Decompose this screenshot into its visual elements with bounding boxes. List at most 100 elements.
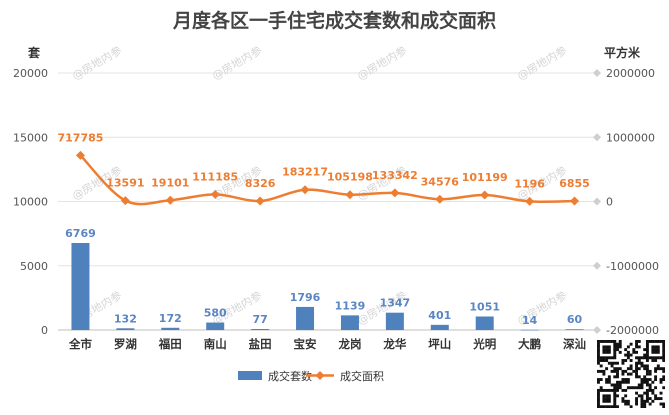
qr-module [607,350,611,354]
line-data-label: 717785 [57,131,103,144]
qr-module [656,397,660,401]
qr-module [607,378,611,381]
qr-module [613,340,617,343]
qr-module [643,367,647,371]
right-tick-label: -1000000 [606,260,659,273]
qr-module [654,340,658,343]
qr-module [635,369,638,373]
qr-module [651,399,655,403]
watermark-text: @房地内参 [515,43,570,83]
qr-module [607,340,611,343]
category-label: 宝安 [294,337,317,351]
qr-module [632,386,636,390]
qr-module [613,367,617,371]
bar-data-label: 1051 [469,300,500,313]
qr-module [624,380,628,384]
qr-module [610,405,614,408]
qr-module [640,399,644,403]
qr-module [637,394,641,398]
right-tick-marker [593,261,601,270]
qr-module [645,383,649,387]
qr-module [637,361,641,365]
bar-data-label: 172 [159,312,182,325]
qr-module [645,372,649,376]
qr-module [637,345,641,349]
qr-module [662,386,665,390]
bar [520,329,539,331]
qr-module [618,342,622,346]
qr-module [651,345,655,349]
qr-module [645,367,649,371]
qr-module [607,405,611,408]
qr-module [659,378,663,381]
qr-module [597,350,600,354]
qr-module [656,350,660,354]
qr-module [645,359,649,362]
qr-module [645,364,649,368]
qr-module [651,348,655,352]
qr-module [659,402,663,406]
qr-module [640,380,644,384]
qr-module [626,367,630,371]
category-label: 盐田 [249,337,272,351]
line-data-label: 111185 [192,170,238,183]
right-axis-unit: 平方米 [604,46,641,60]
qr-module [632,369,636,373]
qr-module [651,359,655,362]
qr-module [635,402,638,406]
qr-module [648,388,652,392]
qr-module [645,356,649,360]
qr-module [626,372,630,376]
qr-module [662,350,665,354]
qr-module [626,402,630,406]
qr-code-icon [597,340,665,408]
qr-module [613,391,617,395]
qr-module [656,348,660,352]
qr-module [613,356,617,360]
qr-module [624,402,628,406]
qr-module [654,350,658,354]
bar [251,329,270,330]
qr-module [645,378,649,381]
qr-module [651,350,655,354]
qr-module [616,369,619,373]
qr-module [613,348,617,352]
left-tick-label: 15000 [13,131,48,144]
qr-module [629,386,633,390]
bar-data-label: 401 [428,309,451,322]
qr-module [662,353,665,357]
qr-module [659,367,663,371]
qr-module [635,340,638,343]
right-tick-label: 1000000 [606,131,655,144]
qr-module [626,399,630,403]
qr-module [637,359,641,362]
bar-data-label: 1796 [290,291,321,304]
qr-module [635,367,638,371]
qr-module [613,375,617,379]
qr-module [610,340,614,343]
qr-module [613,361,617,365]
bar [296,306,315,330]
qr-module [645,397,649,401]
qr-module [605,367,609,371]
qr-module [613,350,617,354]
qr-module [632,350,636,354]
qr-module [621,388,625,392]
qr-module [621,397,625,401]
qr-module [616,348,619,352]
qr-module [602,356,606,360]
qr-module [613,394,617,398]
qr-module [597,340,600,343]
qr-module [626,386,630,390]
qr-module [624,378,628,381]
qr-module [613,383,617,387]
qr-module [597,361,600,365]
qr-module [610,356,614,360]
qr-module [602,388,606,392]
qr-module [599,369,603,373]
qr-module [621,369,625,373]
line-data-label: 34576 [421,175,460,188]
legend-swatch-bars [238,371,262,380]
qr-module [616,367,619,371]
qr-module [635,399,638,403]
